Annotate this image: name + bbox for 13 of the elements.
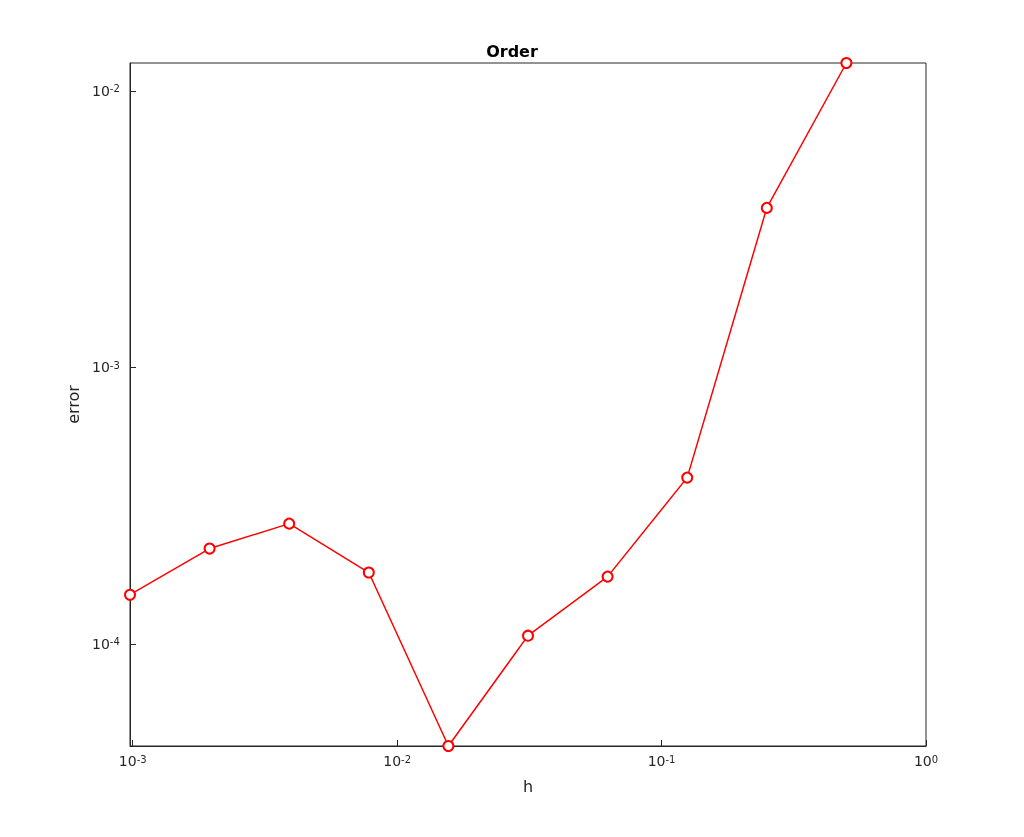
point bbox=[203, 542, 216, 555]
point bbox=[760, 201, 773, 214]
point bbox=[442, 740, 455, 752]
point bbox=[283, 517, 296, 530]
chart-title: Order bbox=[486, 41, 538, 61]
point bbox=[522, 629, 534, 642]
point bbox=[124, 588, 136, 601]
y-axis-title: error bbox=[63, 384, 83, 424]
point bbox=[601, 570, 614, 583]
point bbox=[362, 566, 375, 579]
point bbox=[681, 471, 694, 484]
x-axis-title: h bbox=[522, 776, 534, 796]
point bbox=[840, 57, 853, 69]
